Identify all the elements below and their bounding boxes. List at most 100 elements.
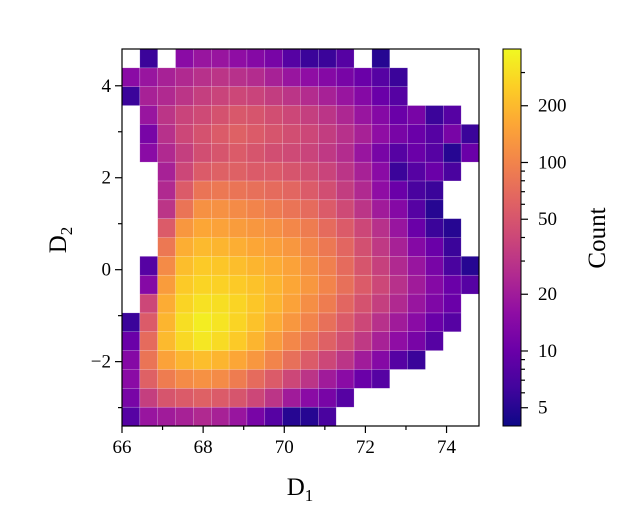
- heatmap-cell: [300, 105, 319, 125]
- x-tick-label: 66: [113, 437, 132, 458]
- colorbar-tick-label: 100: [538, 152, 567, 173]
- heatmap-cell: [300, 180, 319, 201]
- colorbar: [502, 48, 522, 427]
- heatmap-cell: [246, 369, 266, 389]
- heatmap-cell: [300, 67, 319, 87]
- heatmap-cell: [228, 312, 248, 332]
- heatmap-cell: [282, 274, 301, 295]
- x-tick-label: 68: [194, 437, 213, 458]
- heatmap-cell: [175, 350, 194, 370]
- heatmap-cell: [389, 199, 408, 219]
- colorbar-tick-label: 10: [538, 341, 557, 362]
- heatmap-cell: [282, 199, 301, 219]
- heatmap-cell: [443, 218, 462, 238]
- heatmap-cell: [211, 369, 230, 389]
- heatmap-cell: [264, 218, 283, 238]
- heatmap-cell: [389, 86, 408, 106]
- heatmap-cell: [157, 105, 176, 125]
- heatmap-cell: [300, 161, 319, 182]
- heatmap-cell: [228, 274, 248, 295]
- heatmap-cell: [371, 161, 390, 182]
- heatmap-cell: [157, 406, 176, 427]
- heatmap-cell: [335, 67, 355, 87]
- heatmap-cell: [211, 331, 230, 351]
- heatmap-cell: [228, 48, 248, 69]
- heatmap-cell: [389, 161, 408, 182]
- heatmap-cell: [318, 161, 337, 182]
- heatmap-cell: [211, 48, 230, 69]
- heatmap-cell: [282, 86, 301, 106]
- heatmap-cell: [228, 369, 248, 389]
- heatmap-cell: [300, 86, 319, 106]
- heatmap-cell: [425, 331, 444, 351]
- heatmap-cell: [407, 274, 426, 295]
- heatmap-cell: [460, 256, 480, 276]
- heatmap-cell: [157, 180, 176, 201]
- heatmap-cell: [318, 199, 337, 219]
- heatmap-cell: [211, 161, 230, 182]
- heatmap-cell: [371, 86, 390, 106]
- heatmap-cell: [318, 256, 337, 276]
- y-axis: −2 0 2 4: [91, 76, 122, 409]
- heatmap-cell: [228, 67, 248, 87]
- y-tick-label: 4: [102, 76, 112, 97]
- heatmap-cell: [460, 143, 480, 163]
- heatmap-cell: [246, 388, 266, 408]
- heatmap-cell: [407, 180, 426, 201]
- heatmap-cell: [193, 237, 212, 257]
- heatmap-cell: [353, 256, 373, 276]
- heatmap-cell: [300, 48, 319, 69]
- heatmap-cell: [300, 312, 319, 332]
- heatmap-cell: [228, 256, 248, 276]
- heatmap-cell: [175, 180, 194, 201]
- heatmap-cell: [371, 180, 390, 201]
- heatmap-cell: [193, 369, 212, 389]
- y-axis-title: D2: [45, 227, 76, 254]
- heatmap-cell: [193, 312, 212, 332]
- heatmap-cell: [371, 350, 390, 370]
- heatmap-cell: [175, 237, 194, 257]
- heatmap-cell: [157, 331, 176, 351]
- heatmap-cell: [264, 388, 283, 408]
- heatmap-cell: [318, 48, 337, 69]
- heatmap-cell: [353, 293, 373, 314]
- heatmap-cell: [300, 350, 319, 370]
- heatmap-cell: [371, 256, 390, 276]
- heatmap-cell: [246, 256, 266, 276]
- heatmap-cell: [211, 256, 230, 276]
- heatmap-cell: [300, 199, 319, 219]
- heatmap-cell: [282, 369, 301, 389]
- heatmap-cell: [371, 369, 390, 389]
- heatmap-cell: [139, 369, 158, 389]
- heatmap-cell: [228, 161, 248, 182]
- heatmap-cell: [407, 218, 426, 238]
- heatmap-cell: [300, 143, 319, 163]
- heatmap-cell: [353, 350, 373, 370]
- heatmap-cell: [193, 256, 212, 276]
- colorbar-ticks: 5 10 20 50 100 200: [521, 71, 567, 419]
- heatmap-cell: [121, 312, 141, 332]
- heatmap-cell: [443, 256, 462, 276]
- heatmap-cell: [425, 256, 444, 276]
- heatmap-cell: [318, 331, 337, 351]
- heatmap-cell: [389, 237, 408, 257]
- heatmap-cell: [353, 312, 373, 332]
- colorbar-title: Count: [584, 207, 611, 268]
- heatmap-cell: [211, 143, 230, 163]
- heatmap-cell: [353, 86, 373, 106]
- heatmap-cell: [282, 143, 301, 163]
- heatmap-cell: [371, 67, 390, 87]
- heatmap-cell: [246, 293, 266, 314]
- y-tick-label: −2: [91, 352, 111, 373]
- heatmap-cell: [193, 218, 212, 238]
- heatmap-cell: [353, 161, 373, 182]
- heatmap-cell: [407, 237, 426, 257]
- heatmap-cell: [157, 143, 176, 163]
- heatmap-cell: [425, 199, 444, 219]
- heatmap-cell: [157, 274, 176, 295]
- heatmap-cell: [371, 124, 390, 144]
- heatmap-cell: [157, 237, 176, 257]
- heatmap-cell: [228, 199, 248, 219]
- heatmap-cell: [246, 350, 266, 370]
- heatmap-cell: [389, 331, 408, 351]
